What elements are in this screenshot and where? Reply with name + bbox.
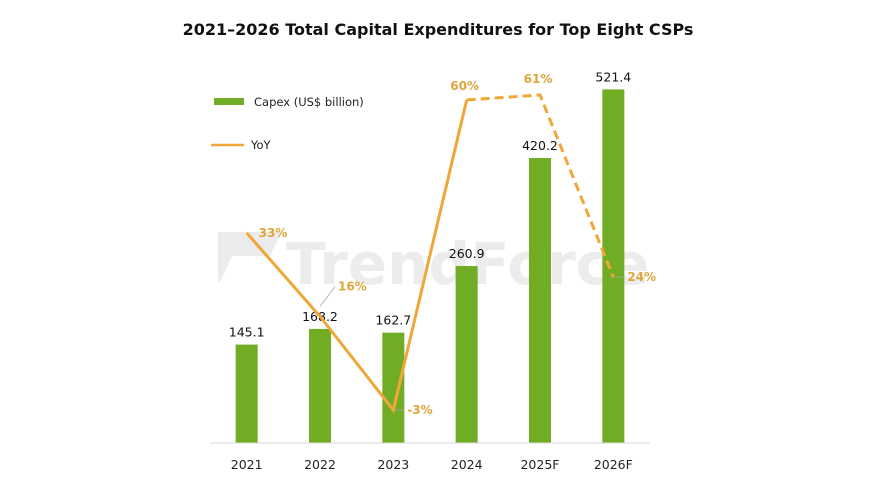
bar-2025F [529,158,551,443]
yoy-line-actual [245,99,469,414]
yoy-label-2022: 16% [338,279,367,293]
bar-label-2024: 260.9 [449,246,485,261]
yoy-label-2026F: 24% [627,270,656,284]
x-tick-2024: 2024 [451,457,483,472]
yoy-label-2023: -3% [407,403,432,417]
bar-2022 [309,328,331,443]
bar-series [235,89,625,444]
legend-label-yoy: YoY [250,138,272,152]
bar-2026F [602,89,625,444]
yoy-data-labels: 33% 16% -3% 60% 61% 24% [259,72,656,417]
x-axis-ticks: 2021 2022 2023 2024 2025F 2026F [231,457,633,472]
bar-2024 [455,266,478,443]
bar-label-2023: 162.7 [375,313,411,328]
x-tick-2025F: 2025F [520,457,559,472]
yoy-label-2021: 33% [259,226,288,240]
bar-label-2026F: 521.4 [595,69,631,84]
yoy-label-2025F: 61% [524,72,553,86]
yoy-line-series [245,93,615,414]
watermark-logo-icon [218,232,282,282]
bar-label-2025F: 420.2 [522,138,558,153]
legend-swatch-capex [214,98,244,105]
legend: Capex (US$ billion) YoY [211,95,364,152]
bar-2023 [382,332,405,443]
legend-label-capex: Capex (US$ billion) [254,95,364,109]
bar-2021 [235,344,258,443]
x-tick-2022: 2022 [304,457,336,472]
x-tick-2021: 2021 [231,457,263,472]
yoy-leader-2022 [319,286,336,307]
bar-label-2021: 145.1 [229,325,265,340]
yoy-line-forecast [466,93,615,278]
yoy-label-2024: 60% [450,79,479,93]
x-tick-2023: 2023 [377,457,409,472]
x-tick-2026F: 2026F [594,457,633,472]
chart-title: 2021–2026 Total Capital Expenditures for… [183,20,694,39]
